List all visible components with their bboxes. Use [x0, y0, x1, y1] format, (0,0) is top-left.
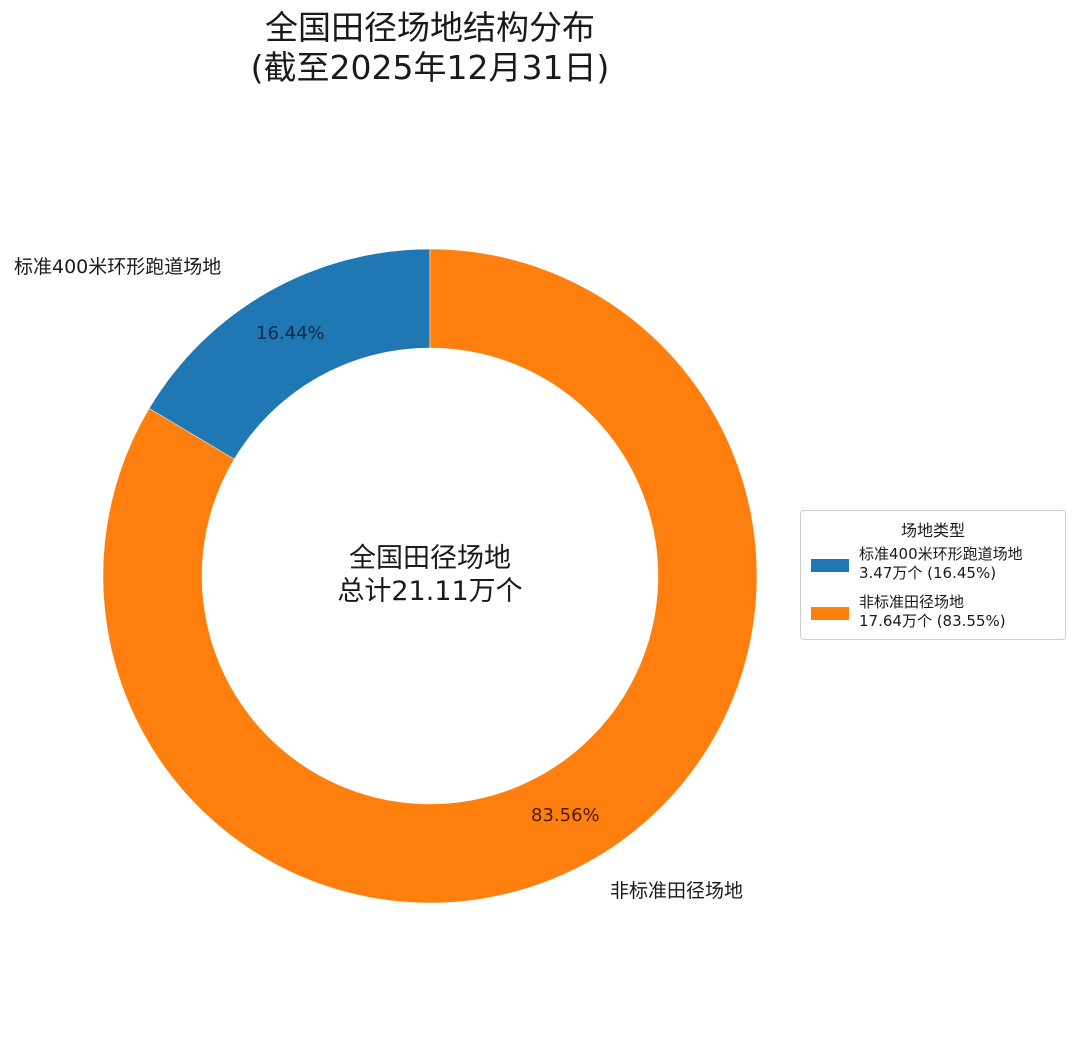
slice-label-non-standard: 非标准田径场地 [610, 880, 744, 902]
legend-item-value: 17.64万个 (83.55%) [859, 612, 1006, 630]
legend-item-name: 非标准田径场地 [859, 593, 965, 611]
chart-title: 全国田径场地结构分布 [265, 8, 595, 47]
legend-item-standard: 标准400米环形跑道场地 3.47万个 (16.45%) [801, 545, 1065, 589]
legend: 场地类型 标准400米环形跑道场地 3.47万个 (16.45%) 非标准田径场… [800, 510, 1066, 640]
legend-text: 标准400米环形跑道场地 3.47万个 (16.45%) [859, 545, 1023, 583]
pct-label-standard: 16.44% [256, 323, 325, 344]
legend-text: 非标准田径场地 17.64万个 (83.55%) [859, 593, 1006, 631]
legend-swatch-blue [811, 559, 849, 572]
chart-subtitle: (截至2025年12月31日) [250, 48, 610, 87]
legend-item-non-standard: 非标准田径场地 17.64万个 (83.55%) [801, 593, 1065, 637]
pct-label-non-standard: 83.56% [531, 805, 600, 826]
center-total: 总计21.11万个 [337, 576, 523, 607]
legend-title: 场地类型 [900, 521, 965, 540]
slice-standard-400m [148, 248, 431, 460]
slice-label-standard: 标准400米环形跑道场地 [14, 256, 222, 278]
slice-non-standard [102, 248, 758, 904]
legend-swatch-orange [811, 607, 849, 620]
center-title: 全国田径场地 [349, 543, 511, 574]
legend-item-value: 3.47万个 (16.45%) [859, 564, 997, 582]
legend-item-name: 标准400米环形跑道场地 [859, 545, 1023, 563]
